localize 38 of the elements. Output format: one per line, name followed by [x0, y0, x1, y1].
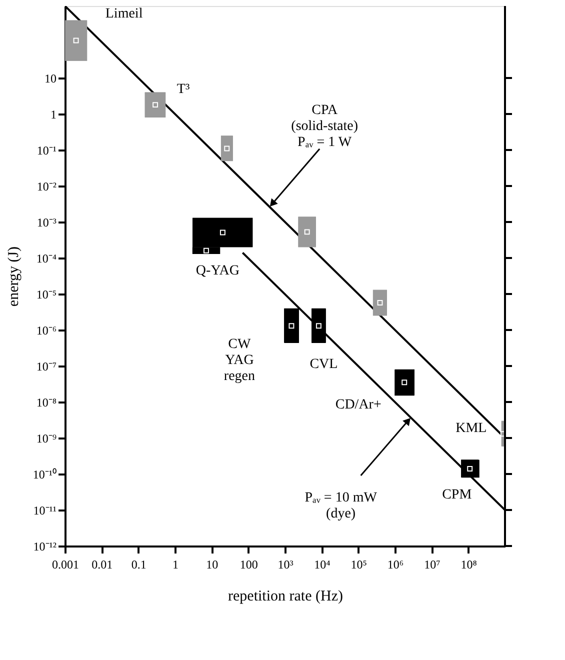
- y-tick-label: 10⁻⁴: [36, 252, 56, 266]
- annotation: CVL: [310, 356, 338, 372]
- annotation: CPA (solid-state) Pₐᵥ = 1 W: [291, 102, 358, 150]
- annotation: Pₐᵥ = 10 mW (dye): [304, 490, 378, 522]
- x-tick-label: 10⁷: [424, 558, 440, 572]
- y-tick-label: 10⁻¹⁰: [32, 468, 56, 482]
- y-tick-label: 10: [44, 72, 56, 86]
- y-tick-label: 1: [50, 108, 56, 122]
- y-tick-label: 10⁻⁹: [36, 432, 56, 446]
- y-tick-label: 10⁻⁸: [36, 396, 56, 410]
- y-axis-title: energy (J): [6, 246, 22, 307]
- x-tick-label: 10⁵: [350, 558, 367, 572]
- y-tick-label: 10⁻¹: [36, 144, 57, 158]
- x-tick-label: 0.001: [52, 558, 79, 572]
- annotation: Q-YAG: [196, 264, 240, 279]
- x-tick-label: 10³: [278, 558, 294, 572]
- x-tick-label: 10⁶: [387, 558, 404, 572]
- y-tick-label: 10⁻⁷: [36, 360, 56, 374]
- x-tick-label: 10⁸: [460, 558, 477, 572]
- annotation: CPM: [442, 488, 472, 503]
- x-tick-label: 100: [240, 558, 258, 572]
- annotation: T³: [176, 82, 190, 97]
- y-tick-label: 10⁻⁶: [36, 324, 56, 338]
- x-tick-label: 0.1: [131, 558, 146, 572]
- x-tick-label: 10⁴: [314, 558, 330, 572]
- x-tick-label: 10: [206, 558, 218, 572]
- y-tick-label: 10⁻¹²: [33, 540, 57, 554]
- x-tick-label: 1: [172, 558, 178, 572]
- y-tick-label: 10⁻¹¹: [33, 504, 57, 518]
- annotation: Limeil: [105, 6, 143, 22]
- x-axis-title: repetition rate (Hz): [228, 588, 343, 604]
- x-tick-label: 0.01: [92, 558, 113, 572]
- annotation: CW YAG regen: [224, 336, 256, 384]
- y-tick-label: 10⁻²: [36, 180, 57, 194]
- annotation: KML: [456, 420, 487, 436]
- y-tick-label: 10⁻³: [36, 216, 57, 230]
- annotation: CD/Ar+: [335, 397, 382, 412]
- y-tick-label: 10⁻⁵: [36, 288, 56, 302]
